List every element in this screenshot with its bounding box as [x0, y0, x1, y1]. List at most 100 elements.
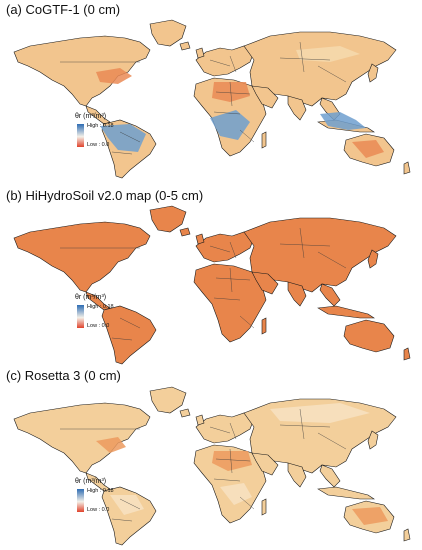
country-border	[209, 426, 231, 434]
world-map	[13, 205, 411, 365]
legend-colorbar	[77, 305, 84, 328]
value-region	[220, 483, 252, 505]
landmass-japan	[367, 249, 379, 269]
country-border	[111, 518, 133, 522]
landmass-japan	[367, 430, 379, 450]
landmass-nz	[403, 347, 411, 361]
land-layer	[13, 19, 411, 179]
value-region	[96, 68, 132, 84]
value-region	[296, 46, 360, 62]
legend-colorbar	[77, 124, 84, 147]
country-border	[239, 496, 255, 510]
landmass-nz	[403, 161, 411, 175]
landmass-madagascar	[261, 131, 267, 149]
landmass-uk	[195, 233, 205, 245]
country-border	[213, 297, 241, 301]
panel-b: (b) HiHydroSoil v2.0 map (0-5 cm) θr (m³…	[0, 188, 422, 366]
landmass-madagascar	[261, 498, 267, 516]
country-border	[317, 65, 347, 83]
country-border	[119, 498, 141, 510]
landmass-greenland	[149, 19, 187, 47]
country-border	[229, 267, 233, 293]
panel-c: (c) Rosetta 3 (0 cm) θr (m³/m³) High : 0…	[0, 368, 422, 548]
panel-title: (b) HiHydroSoil v2.0 map (0-5 cm)	[6, 188, 204, 203]
country-border	[209, 59, 231, 67]
landmass-japan	[367, 63, 379, 83]
landmass-africa	[193, 263, 267, 343]
landmass-arabia	[251, 271, 279, 295]
value-region	[352, 140, 384, 158]
country-border	[111, 151, 133, 155]
landmass-india	[287, 281, 307, 307]
country-border	[213, 478, 241, 482]
landmass-iceland	[179, 227, 191, 237]
landmass-iceland	[179, 408, 191, 418]
landmass-greenland	[149, 205, 187, 233]
landmass-southAmerica	[101, 305, 157, 365]
landmass-northAmerica	[13, 221, 151, 293]
country-border	[229, 81, 233, 107]
country-border	[119, 131, 141, 143]
legend-low-label: Low : 0.0	[87, 323, 110, 329]
land-layer	[13, 386, 411, 546]
country-border	[279, 57, 331, 61]
country-border	[213, 111, 241, 115]
value-region	[210, 110, 250, 140]
country-border	[299, 408, 305, 440]
country-border	[215, 458, 251, 462]
country-border	[239, 129, 255, 143]
country-border	[317, 432, 347, 450]
country-border	[229, 422, 237, 440]
country-border	[229, 241, 237, 259]
landmass-uk	[195, 47, 205, 59]
legend-high-label: High : 0.18	[87, 304, 114, 310]
panel-a: (a) CoGTF-1 (0 cm) θr (m³/m³) High : 0.1…	[0, 2, 422, 180]
country-border	[239, 315, 255, 329]
landmass-northAmerica	[13, 35, 151, 107]
legend-low-label: Low : 0.0	[87, 142, 110, 148]
landmass-arabia	[251, 452, 279, 476]
country-border	[279, 424, 331, 428]
landmass-india	[287, 95, 307, 121]
country-border	[229, 448, 233, 474]
world-map	[13, 386, 411, 546]
landmass-indonesia	[317, 486, 375, 500]
landmass-australia	[343, 319, 395, 353]
panel-title: (a) CoGTF-1 (0 cm)	[6, 2, 121, 17]
legend-colorbar	[77, 489, 84, 512]
value-region	[270, 403, 370, 423]
landmass-iceland	[179, 41, 191, 51]
legend-high-label: High : 0.18	[87, 123, 114, 129]
country-border	[111, 337, 133, 341]
value-region	[100, 124, 146, 152]
legend-symbol: θr (m³/m³)	[75, 294, 107, 301]
world-map	[13, 19, 411, 179]
legend-symbol: θr (m³/m³)	[75, 113, 107, 120]
legend-low-label: Low : 0.0	[87, 507, 110, 513]
value-region	[96, 437, 126, 453]
legend-symbol: θr (m³/m³)	[75, 478, 107, 485]
value-region	[110, 495, 144, 515]
country-border	[215, 277, 251, 281]
country-border	[299, 41, 305, 73]
landmass-indonesia	[317, 305, 375, 319]
country-border	[215, 91, 251, 95]
landmass-nz	[403, 528, 411, 542]
landmass-uk	[195, 414, 205, 426]
value-region	[212, 451, 252, 471]
landmass-india	[287, 462, 307, 488]
country-border	[279, 243, 331, 247]
country-border	[317, 251, 347, 269]
landmass-greenland	[149, 386, 187, 414]
landmass-europe	[195, 45, 255, 77]
country-border	[299, 227, 305, 259]
land-layer	[13, 205, 411, 365]
landmass-seAsia	[319, 283, 341, 307]
landmass-europe	[195, 231, 255, 263]
value-region	[320, 112, 366, 130]
landmass-madagascar	[261, 317, 267, 335]
country-border	[119, 317, 141, 329]
country-border	[229, 55, 237, 73]
landmass-europe	[195, 412, 255, 444]
landmass-northAmerica	[13, 402, 151, 474]
